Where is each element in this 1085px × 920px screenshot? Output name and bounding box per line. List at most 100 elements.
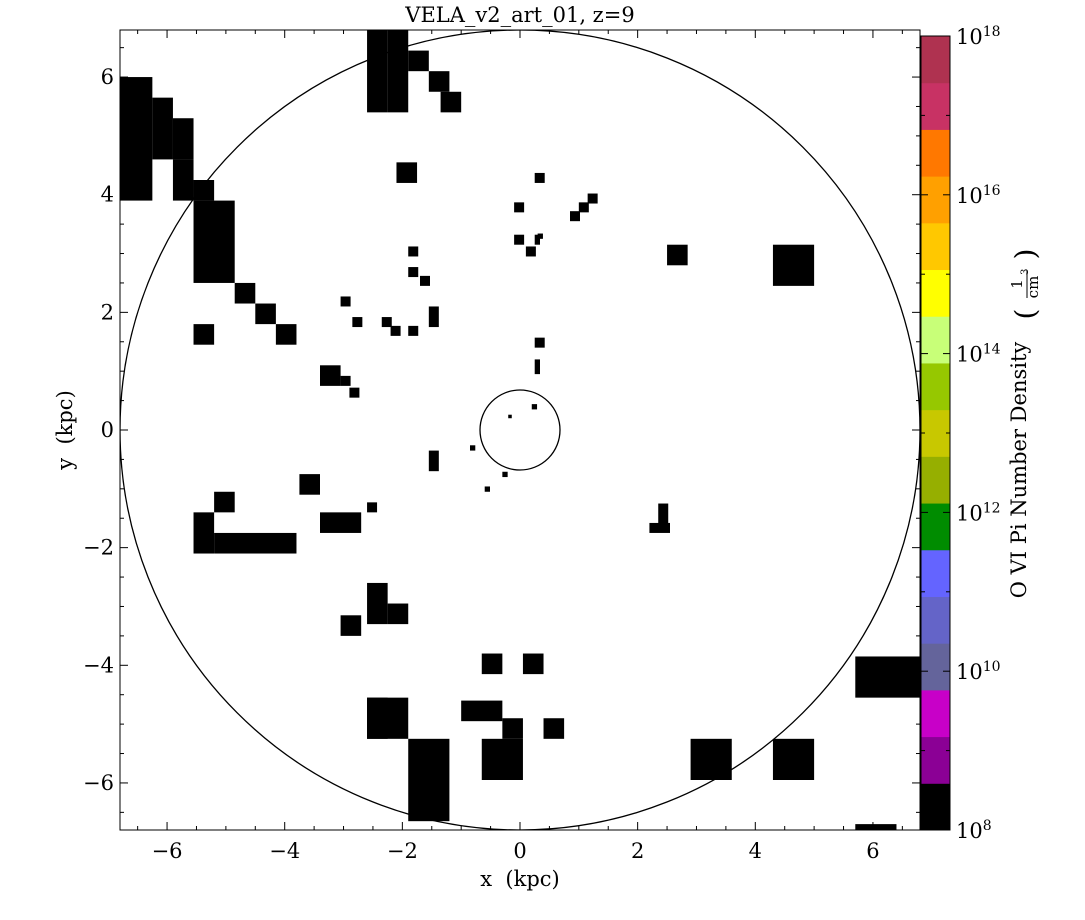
colorbar-segment: [921, 316, 950, 364]
density-cell: [234, 282, 256, 304]
density-cell: [408, 246, 419, 257]
colorbar-tick-label: 1018: [956, 24, 1001, 49]
density-cell: [481, 738, 523, 780]
density-cell: [428, 450, 439, 472]
x-tick-label: −2: [387, 839, 418, 863]
colorbar-segment: [921, 362, 950, 411]
density-cell: [172, 118, 194, 160]
density-cell: [461, 700, 503, 722]
colorbar-label: O VI Pi Number Density: [1007, 342, 1031, 599]
density-cell: [514, 234, 525, 245]
colorbar-segment: [921, 269, 950, 317]
colorbar-segment: [921, 456, 950, 504]
density-cell: [387, 30, 409, 113]
density-cell: [367, 30, 388, 113]
density-cell: [481, 653, 503, 675]
y-tick-label: −4: [83, 653, 114, 677]
density-cell: [275, 324, 297, 345]
colorbar-segment: [921, 176, 950, 224]
colorbar-tick-label: 1014: [956, 342, 1001, 367]
y-tick-label: 6: [101, 65, 114, 89]
density-cell: [172, 159, 194, 201]
y-axis-label: y (kpc): [53, 390, 77, 471]
density-cell: [855, 656, 920, 698]
radius-circles: [120, 30, 920, 830]
colorbar: [920, 35, 951, 831]
colorbar-segment: [921, 129, 950, 177]
x-tick-label: 6: [866, 839, 879, 863]
density-cell: [534, 359, 540, 375]
density-cell: [387, 603, 409, 625]
density-cell: [120, 77, 153, 201]
density-cell: [772, 244, 815, 286]
density-cell: [543, 718, 565, 739]
colorbar-segment: [921, 643, 950, 691]
density-cell: [649, 522, 670, 533]
density-cell: [470, 445, 476, 451]
density-cell: [420, 275, 430, 286]
density-cell: [408, 267, 419, 278]
colorbar-unit-paren-left: (: [1009, 309, 1042, 320]
density-cell: [440, 91, 462, 113]
colorbar-segment: [921, 783, 950, 831]
density-cell: [534, 172, 545, 183]
density-cell: [408, 50, 429, 72]
colorbar-tick-labels: 108 1010 1012 1014 1016 1018: [956, 24, 1001, 843]
density-cell: [193, 200, 235, 283]
colorbar-tick-label: 1012: [956, 500, 1001, 525]
x-tick-labels: −6 −4 −2 0 2 4 6: [152, 839, 880, 863]
x-tick-label: 0: [513, 839, 526, 863]
colorbar-tick-label: 1016: [956, 183, 1001, 208]
pixel-cells: [120, 30, 920, 830]
density-cell: [570, 211, 580, 222]
density-cell: [667, 244, 688, 266]
density-cell: [502, 718, 523, 739]
colorbar-segment: [921, 503, 950, 551]
density-cell: [855, 824, 897, 830]
density-cell: [484, 486, 490, 492]
colorbar-segment: [921, 549, 950, 597]
y-tick-label: 2: [101, 300, 114, 324]
density-cell: [428, 71, 450, 92]
plot-frame: [119, 29, 921, 831]
density-cell: [193, 324, 215, 345]
density-cell: [408, 325, 419, 336]
density-cell: [214, 532, 297, 554]
colorbar-segment: [921, 409, 950, 457]
density-cell: [537, 233, 543, 239]
density-cell: [367, 582, 388, 625]
density-cell: [340, 296, 351, 307]
density-cell: [534, 234, 540, 245]
y-tick-label: −2: [83, 536, 114, 560]
colorbar-segment: [921, 596, 950, 644]
density-cell: [352, 317, 363, 328]
density-cell: [299, 474, 320, 495]
density-cell: [390, 325, 401, 336]
colorbar-segment: [921, 36, 950, 84]
x-tick-label: 4: [749, 839, 762, 863]
density-cell: [320, 512, 362, 533]
colorbar-tick-label: 108: [956, 818, 992, 843]
colorbar-label-group: O VI Pi Number Density 1 cm 3 ( ): [1007, 249, 1042, 599]
x-tick-label: −4: [269, 839, 300, 863]
density-cell: [320, 365, 341, 386]
density-cell: [193, 180, 215, 201]
colorbar-unit-numerator: 1: [1008, 279, 1026, 289]
density-cell: [367, 697, 409, 739]
density-cell: [658, 503, 669, 525]
density-cell: [531, 404, 538, 410]
density-cell: [152, 97, 173, 160]
density-cell: [522, 653, 544, 675]
colorbar-unit-paren-right: ): [1009, 249, 1042, 260]
colorbar-unit-denominator: cm: [1024, 276, 1042, 299]
density-cell: [396, 162, 418, 183]
density-cell: [534, 337, 545, 348]
density-cell: [340, 375, 351, 386]
axis-ticks: [120, 30, 920, 830]
colorbar-segment: [921, 736, 950, 784]
y-tick-label: 4: [101, 183, 114, 207]
density-cell: [255, 303, 276, 325]
density-cell: [525, 246, 536, 257]
colorbar-segment: [921, 222, 950, 271]
